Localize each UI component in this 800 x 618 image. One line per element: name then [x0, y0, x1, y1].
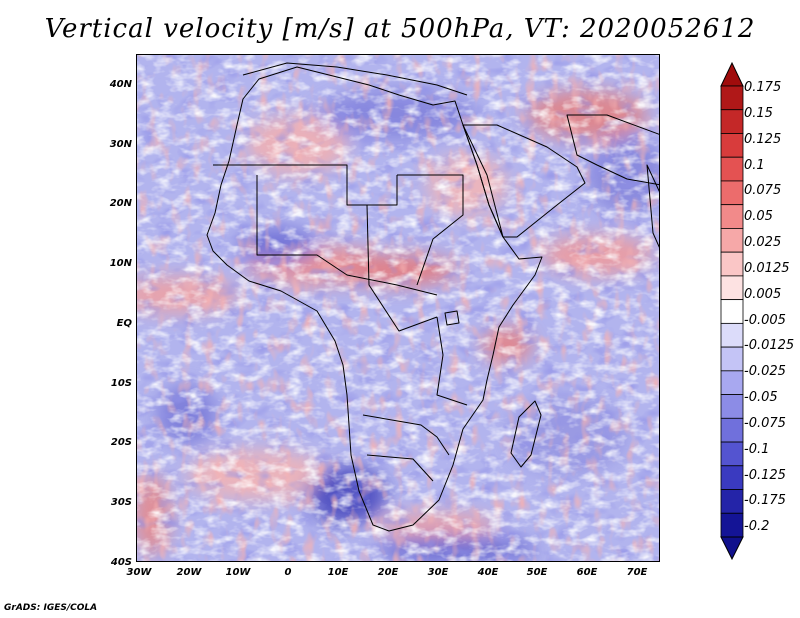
- lat-tick-label: 10N: [109, 258, 132, 269]
- mediterranean-north-shore: [242, 62, 468, 96]
- white-streaks: [137, 55, 659, 561]
- lon-tick-label: 50E: [526, 567, 548, 578]
- africa-coastline: [206, 66, 543, 532]
- lon-tick-label: 0: [284, 567, 292, 578]
- colorbar-swatch: [720, 417, 744, 443]
- colorbar-label: -0.2: [744, 519, 770, 534]
- colorbar-swatch: [720, 322, 744, 348]
- colorbar: [720, 62, 744, 560]
- colorbar-swatch: [720, 156, 744, 182]
- arabia-coastline: [462, 124, 586, 238]
- lon-tick-label: 20E: [377, 567, 399, 578]
- colorbar-label: -0.005: [744, 313, 786, 328]
- lon-tick-label: 40E: [477, 567, 499, 578]
- lat-tick-label: 40S: [110, 557, 132, 568]
- colorbar-label: 0.075: [744, 183, 782, 198]
- colorbar-swatch: [720, 109, 744, 134]
- colorbar-label: -0.175: [744, 493, 786, 508]
- colorbar-max-arrow: [720, 62, 744, 87]
- colorbar-swatch: [720, 133, 744, 158]
- lon-tick-label: 20W: [176, 567, 202, 578]
- colorbar-label: -0.025: [744, 364, 786, 379]
- colorbar-label: 0.025: [744, 235, 782, 250]
- lat-tick-label: 20S: [110, 437, 132, 448]
- vertical-velocity-map: [137, 55, 659, 561]
- chart-title: Vertical velocity [m/s] at 500hPa, VT: 2…: [44, 14, 756, 44]
- lat-tick-label: 30N: [109, 139, 132, 150]
- coastlines-borders: [206, 62, 659, 532]
- lon-tick-label: 60E: [576, 567, 598, 578]
- colorbar-swatch: [720, 228, 744, 253]
- colorbar-label: -0.1: [744, 442, 770, 457]
- colorbar-swatch: [720, 512, 744, 538]
- colorbar-swatch: [720, 204, 744, 229]
- country-border: [366, 454, 434, 482]
- credit-text: GrADS: IGES/COLA: [4, 603, 98, 613]
- country-border: [256, 175, 438, 296]
- country-border: [366, 204, 438, 332]
- colorbar-label: -0.0125: [744, 338, 795, 353]
- iran-coastline: [566, 114, 659, 186]
- india-coastline: [646, 164, 659, 248]
- lat-tick-label: 10S: [110, 378, 132, 389]
- country-border: [213, 164, 398, 206]
- lat-tick-label: 40N: [109, 79, 132, 90]
- colorbar-swatch: [720, 180, 744, 206]
- colorbar-label: 0.05: [744, 209, 773, 224]
- colorbar-swatch: [720, 299, 744, 324]
- colorbar-swatches: [720, 85, 744, 538]
- colorbar-label: 0.1: [744, 158, 765, 173]
- colorbar-label: 0.175: [744, 80, 782, 95]
- madagascar-coastline: [510, 400, 542, 468]
- colorbar-swatch: [720, 346, 744, 372]
- colorbar-label: -0.075: [744, 416, 786, 431]
- lat-tick-label: EQ: [116, 318, 132, 329]
- colorbar-label: -0.05: [744, 390, 778, 405]
- colorbar-label: 0.125: [744, 132, 782, 147]
- colorbar-swatch: [720, 394, 744, 419]
- colorbar-swatch: [720, 489, 744, 514]
- country-border: [397, 174, 464, 286]
- colorbar-swatch: [720, 275, 744, 301]
- red-sea-west-shore: [462, 124, 504, 238]
- lon-tick-label: 10E: [327, 567, 349, 578]
- country-border: [362, 414, 450, 456]
- colorbar-label: -0.125: [744, 468, 786, 483]
- map-panel: [136, 54, 660, 562]
- lon-tick-label: 30W: [126, 567, 152, 578]
- lake-victoria: [444, 310, 460, 326]
- colorbar-swatch: [720, 370, 744, 395]
- colorbar-swatch: [720, 85, 744, 111]
- lon-tick-label: 30E: [427, 567, 449, 578]
- lon-tick-label: 70E: [626, 567, 648, 578]
- colorbar-swatch: [720, 465, 744, 490]
- colorbar-label: 0.005: [744, 287, 782, 302]
- colorbar-swatch: [720, 441, 744, 467]
- colorbar-label: 0.0125: [744, 261, 790, 276]
- colorbar-swatch: [720, 251, 744, 277]
- lon-tick-label: 10W: [225, 567, 251, 578]
- lat-tick-label: 20N: [109, 198, 132, 209]
- colorbar-min-arrow: [720, 536, 744, 560]
- colorbar-label: 0.15: [744, 106, 773, 121]
- country-border: [436, 316, 468, 406]
- lat-tick-label: 30S: [110, 497, 132, 508]
